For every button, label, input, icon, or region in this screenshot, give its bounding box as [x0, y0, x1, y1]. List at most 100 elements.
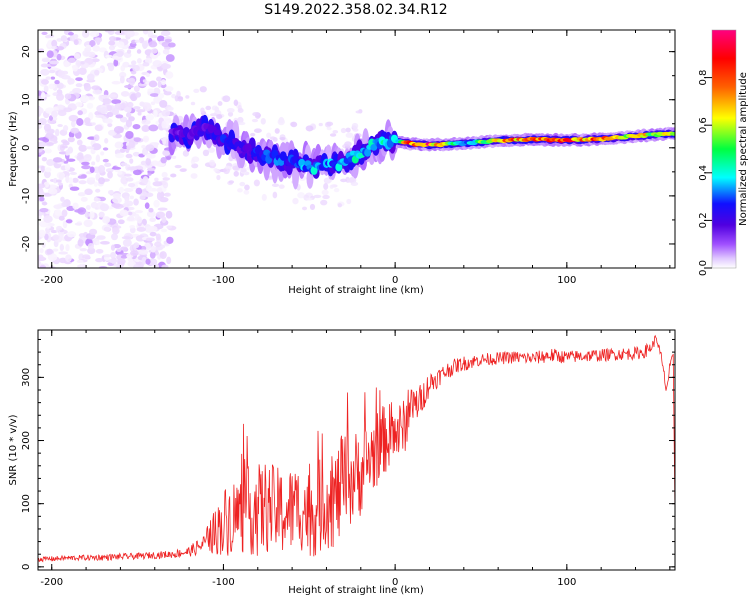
noise-blob — [237, 108, 244, 113]
noise-blob — [48, 83, 56, 90]
noise-blob — [132, 151, 140, 157]
noise-blob — [67, 57, 76, 63]
noise-blob — [69, 171, 77, 175]
noise-blob — [120, 255, 128, 259]
noise-blob — [77, 192, 86, 197]
noise-blob — [52, 177, 58, 184]
noise-blob — [253, 179, 260, 187]
noise-blob — [149, 217, 157, 222]
noise-blob — [146, 210, 156, 218]
noise-blob — [84, 84, 92, 92]
noise-blob — [149, 231, 157, 237]
noise-blob — [161, 216, 167, 224]
noise-blob — [38, 254, 44, 261]
noise-blob — [102, 98, 112, 105]
noise-blob — [89, 166, 95, 173]
noise-blob — [117, 171, 123, 175]
noise-blob — [51, 39, 58, 48]
noise-blob — [111, 166, 122, 170]
noise-blob — [340, 127, 347, 134]
noise-blob — [205, 105, 212, 111]
noise-blob — [162, 62, 168, 70]
noise-blob — [77, 175, 85, 179]
noise-blob — [113, 59, 119, 67]
noise-blob — [199, 86, 207, 93]
noise-blob — [87, 73, 95, 82]
noise-blob — [63, 160, 69, 164]
noise-blob — [54, 80, 60, 85]
snr-y-axis-label: SNR (10 * v/v) — [8, 414, 19, 485]
noise-blob — [110, 251, 117, 259]
noise-blob — [124, 199, 130, 205]
noise-blob — [124, 84, 134, 89]
noise-blob — [260, 117, 266, 125]
noise-blob — [52, 157, 63, 163]
noise-blob — [44, 167, 52, 173]
noise-blob — [223, 167, 230, 175]
noise-blob — [345, 127, 351, 133]
noise-blob — [38, 48, 45, 53]
noise-blob — [156, 76, 162, 82]
noise-blob — [78, 144, 88, 152]
snr-panel: -200 -100 0 100 0 100 200 300 Height of straigh… — [8, 329, 676, 596]
noise-blob — [279, 137, 286, 141]
noise-blob — [174, 164, 182, 169]
noise-blob — [117, 219, 125, 225]
noise-blob — [135, 92, 142, 98]
noise-blob — [322, 194, 330, 200]
noise-blob — [145, 114, 154, 121]
noise-blob — [80, 61, 85, 65]
noise-blob — [345, 132, 354, 138]
noise-blob — [151, 160, 159, 166]
noise-blob — [67, 136, 75, 143]
noise-blob — [132, 169, 142, 176]
colorbar-tick-label: 0.4 — [698, 165, 709, 181]
noise-blob — [139, 101, 145, 107]
noise-blob — [94, 124, 103, 132]
noise-blob — [57, 182, 63, 186]
noise-blob — [157, 35, 165, 43]
colorbar-tick-label: 0.8 — [698, 70, 709, 86]
noise-blob — [123, 106, 132, 113]
noise-blob — [118, 186, 124, 194]
noise-blob — [54, 209, 62, 216]
noise-blob — [130, 60, 137, 66]
noise-blob — [126, 30, 135, 38]
noise-blob — [141, 144, 146, 149]
noise-blob — [41, 31, 48, 36]
noise-blob — [116, 50, 124, 57]
ridge-blob — [335, 162, 343, 172]
noise-blob — [86, 102, 94, 109]
noise-blob — [92, 45, 101, 52]
noise-blob — [321, 189, 329, 196]
noise-blob — [148, 258, 158, 266]
noise-blob — [141, 119, 151, 125]
snr-x-axis-label: Height of straight line (km) — [288, 585, 424, 596]
noise-blob — [87, 243, 94, 250]
noise-blob — [81, 165, 91, 170]
noise-blob — [89, 211, 95, 219]
noise-blob — [45, 34, 51, 39]
noise-blob — [45, 132, 55, 140]
noise-blob — [64, 93, 72, 100]
y-tick-label: 300 — [21, 368, 32, 387]
noise-blob — [38, 141, 47, 148]
noise-blob — [161, 120, 167, 129]
noise-blob — [226, 107, 235, 113]
noise-blob — [346, 198, 352, 205]
noise-blob — [239, 181, 246, 187]
noise-blob — [237, 188, 243, 193]
noise-blob — [65, 243, 70, 252]
noise-blob — [111, 99, 122, 105]
noise-blob — [101, 94, 110, 100]
y-tick-label: -20 — [21, 236, 32, 252]
noise-blob — [121, 236, 131, 240]
y-tick-label: -10 — [21, 188, 32, 204]
noise-blob — [130, 250, 139, 257]
noise-blob — [261, 193, 267, 201]
noise-blob — [81, 30, 90, 38]
noise-blob — [50, 76, 56, 80]
noise-blob — [129, 158, 134, 164]
